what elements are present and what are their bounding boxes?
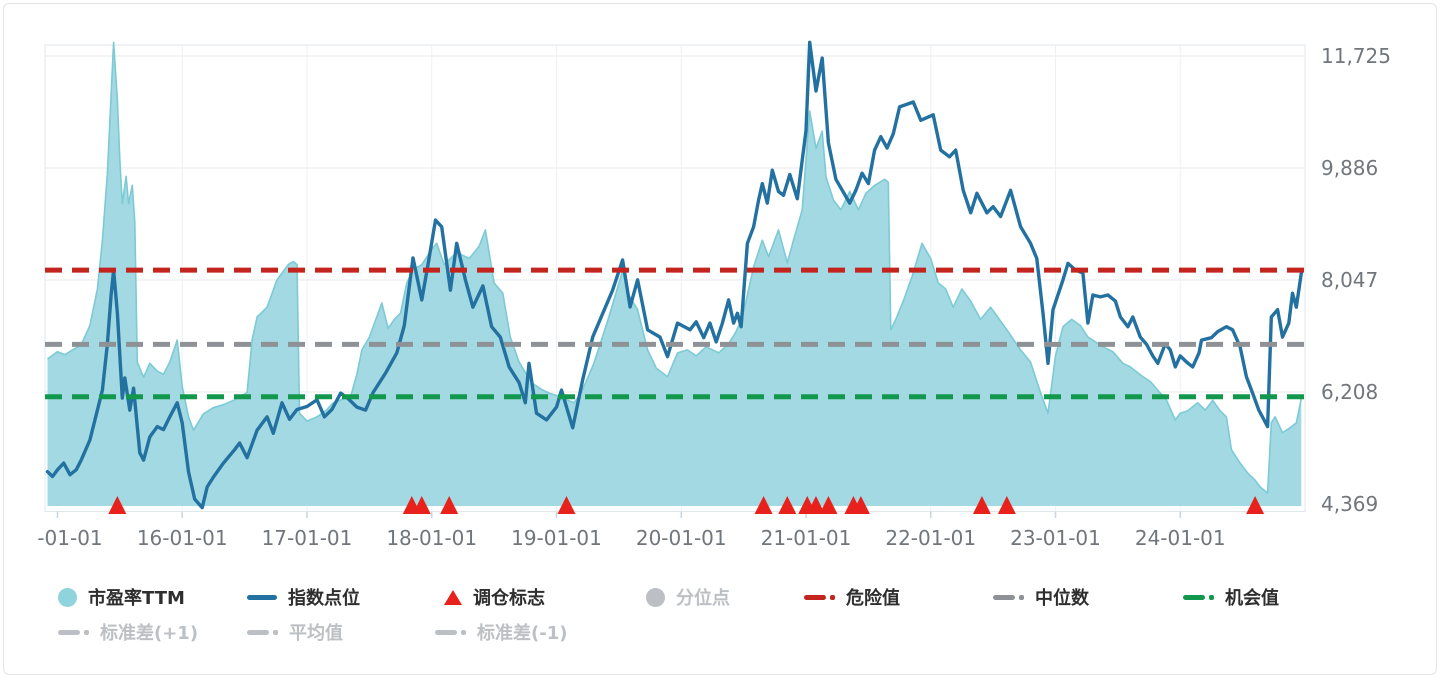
x-axis-label: 23-01-01: [1010, 526, 1101, 550]
y-axis-label: 4,369: [1321, 492, 1378, 516]
legend-label: 分位点: [676, 588, 730, 609]
rebalance-marker: [972, 496, 991, 514]
legend-label: 危险值: [846, 588, 900, 609]
dash-dot-marker-icon: [247, 629, 278, 635]
y-axis-label: 8,047: [1321, 268, 1378, 292]
rebalance-marker: [412, 496, 431, 514]
triangle-marker-icon: [444, 589, 462, 605]
rebalance-marker: [819, 496, 838, 514]
circle-marker-icon: [646, 587, 665, 607]
x-axis-label: 20-01-01: [636, 526, 727, 550]
legend-item-0-3[interactable]: 分位点: [646, 584, 730, 610]
legend-label: 市盈率TTM: [88, 588, 185, 609]
rebalance-marker: [851, 496, 870, 514]
x-axis-label: 18-01-01: [386, 526, 477, 550]
rebalance-marker: [806, 496, 825, 514]
dash-dot-marker-icon: [58, 629, 89, 635]
index-line: [45, 40, 1303, 510]
legend-label: 中位数: [1035, 588, 1089, 609]
rebalance-marker: [754, 496, 773, 514]
dash-dot-marker-icon: [1183, 594, 1214, 600]
legend-label: 机会值: [1225, 588, 1279, 609]
legend-label: 平均值: [289, 623, 343, 644]
pe-ttm-area: [47, 42, 1302, 507]
x-axis-label: 22-01-01: [885, 526, 976, 550]
legend-label: 标准差(+1): [100, 623, 199, 644]
rebalance-marker: [557, 496, 576, 514]
dash-dot-marker-icon: [804, 594, 835, 600]
dash-dot-marker-icon: [993, 594, 1024, 600]
x-axis-label: 24-01-01: [1135, 526, 1226, 550]
legend-item-0-1[interactable]: 指数点位: [247, 584, 360, 610]
page-frame: [3, 3, 1437, 675]
y-axis-label: 11,725: [1321, 44, 1391, 68]
legend-item-0-4[interactable]: 危险值: [804, 584, 900, 610]
rebalance-marker: [997, 496, 1016, 514]
y-axis-label: 6,208: [1321, 380, 1378, 404]
legend-item-0-2[interactable]: 调仓标志: [444, 584, 545, 610]
x-axis-label: 17-01-01: [262, 526, 353, 550]
legend-item-0-5[interactable]: 中位数: [993, 584, 1089, 610]
rebalance-marker: [440, 496, 459, 514]
legend-item-1-2[interactable]: 标准差(-1): [435, 619, 567, 645]
dash-dot-marker-icon: [435, 629, 466, 635]
plot-border: [44, 44, 1306, 512]
rebalance-marker: [778, 496, 797, 514]
x-axis-label: 16-01-01: [137, 526, 228, 550]
y-axis-label: 9,886: [1321, 156, 1378, 180]
legend-label: 标准差(-1): [477, 623, 568, 644]
rebalance-marker: [108, 496, 127, 514]
x-axis-label: 21-01-01: [761, 526, 852, 550]
rebalance-marker: [1246, 496, 1265, 514]
line-marker-icon: [247, 594, 277, 600]
legend-label: 调仓标志: [473, 588, 545, 609]
legend-item-1-1[interactable]: 平均值: [247, 619, 343, 645]
legend-label: 指数点位: [288, 588, 360, 609]
chart-canvas: 4,369 6,208 8,047 9,886 11,725 -01-01 16-01-01…: [37, 40, 1391, 550]
x-axis-label: 19-01-01: [511, 526, 602, 550]
x-axis-label: -01-01: [37, 526, 102, 550]
legend-item-1-0[interactable]: 标准差(+1): [58, 619, 198, 645]
legend-item-0-6[interactable]: 机会值: [1183, 584, 1279, 610]
circle-marker-icon: [58, 587, 77, 607]
legend-item-0-0[interactable]: 市盈率TTM: [58, 584, 185, 610]
